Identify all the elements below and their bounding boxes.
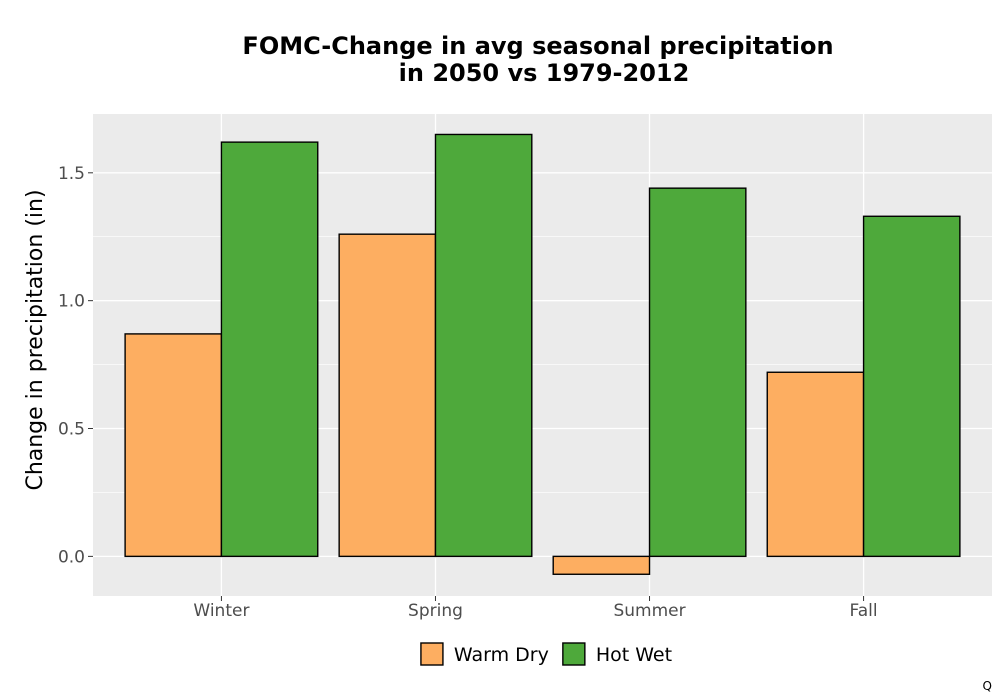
bars <box>124 133 961 575</box>
legend-label: Hot Wet <box>596 644 672 666</box>
y-axis-ticks: 0.0 0.5 1.0 1.5 <box>58 164 93 567</box>
bar <box>862 215 961 558</box>
legend-key <box>562 642 586 666</box>
legend: Warm Dry Hot Wet <box>420 642 672 666</box>
y-tick-label: 0.5 <box>58 420 85 440</box>
x-tick-label: Winter <box>193 601 249 621</box>
x-tick-label: Summer <box>613 601 685 621</box>
y-tick-label: 0.0 <box>58 547 85 567</box>
y-tick-label: 1.0 <box>58 292 85 312</box>
chart-title-line1: FOMC-Change in avg seasonal precipitatio… <box>242 32 833 60</box>
corner-mark: Q <box>982 679 992 693</box>
x-axis-ticks: Winter Spring Summer Fall <box>193 596 878 621</box>
x-tick-label: Fall <box>850 601 878 621</box>
y-axis-label: Change in precipitation (in) <box>23 189 48 490</box>
y-tick-label: 1.5 <box>58 164 85 184</box>
bar <box>766 371 865 558</box>
bar <box>124 333 223 558</box>
bar <box>338 233 437 558</box>
bar <box>434 133 533 558</box>
bar <box>648 187 747 558</box>
bar <box>220 141 319 558</box>
legend-label: Warm Dry <box>454 644 549 666</box>
legend-key <box>420 642 444 666</box>
chart-title-line2: in 2050 vs 1979-2012 <box>399 59 690 87</box>
x-tick-label: Spring <box>408 601 463 621</box>
bar <box>552 555 651 575</box>
